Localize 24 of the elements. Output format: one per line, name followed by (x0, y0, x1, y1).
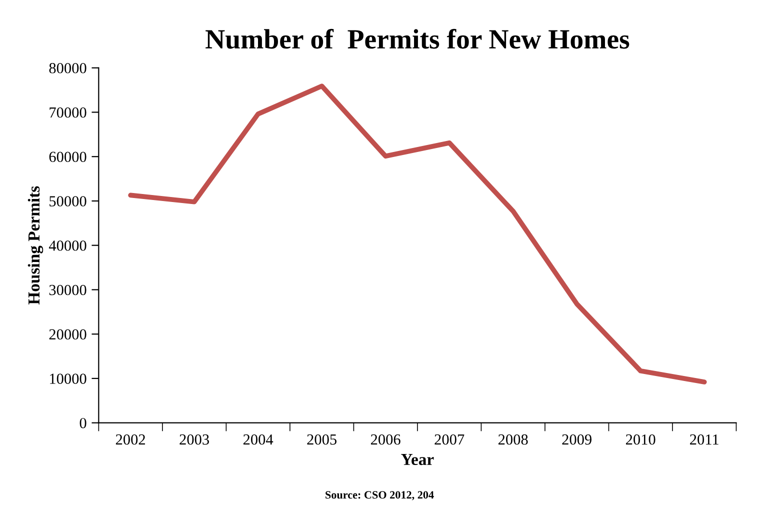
x-tick-label: 2009 (562, 434, 592, 445)
y-tick-label: 60000 (49, 152, 86, 162)
y-axis-title: Housing Permits (28, 186, 44, 305)
x-tick-label: 2003 (180, 434, 209, 445)
line-series (128, 84, 707, 384)
x-tick-label: 2004 (243, 434, 274, 445)
y-tick-label: 80000 (49, 63, 86, 74)
y-tick-label: 40000 (48, 240, 86, 251)
y-tick-label: 30000 (49, 284, 86, 296)
x-tick-label: 2010 (626, 434, 656, 445)
y-tick-label: 50000 (50, 196, 86, 206)
chart-title: Number of Permits for New Homes (206, 28, 630, 49)
x-tick-label: 2008 (498, 434, 528, 445)
x-axis-title: Year (401, 454, 434, 466)
x-tick-label: 2005 (307, 434, 336, 445)
y-tick-label: 70000 (50, 107, 86, 118)
source-note: Source: CSO 2012, 204 (326, 491, 434, 500)
y-tick-label: 0 (80, 418, 86, 428)
y-tick-label: 10000 (50, 374, 86, 384)
y-tick-label: 20000 (49, 329, 86, 340)
x-tick-label: 2007 (434, 434, 464, 445)
x-tick-label: 2011 (690, 434, 718, 445)
x-tick-label: 2006 (370, 434, 400, 445)
x-tick-label: 2002 (116, 434, 145, 445)
